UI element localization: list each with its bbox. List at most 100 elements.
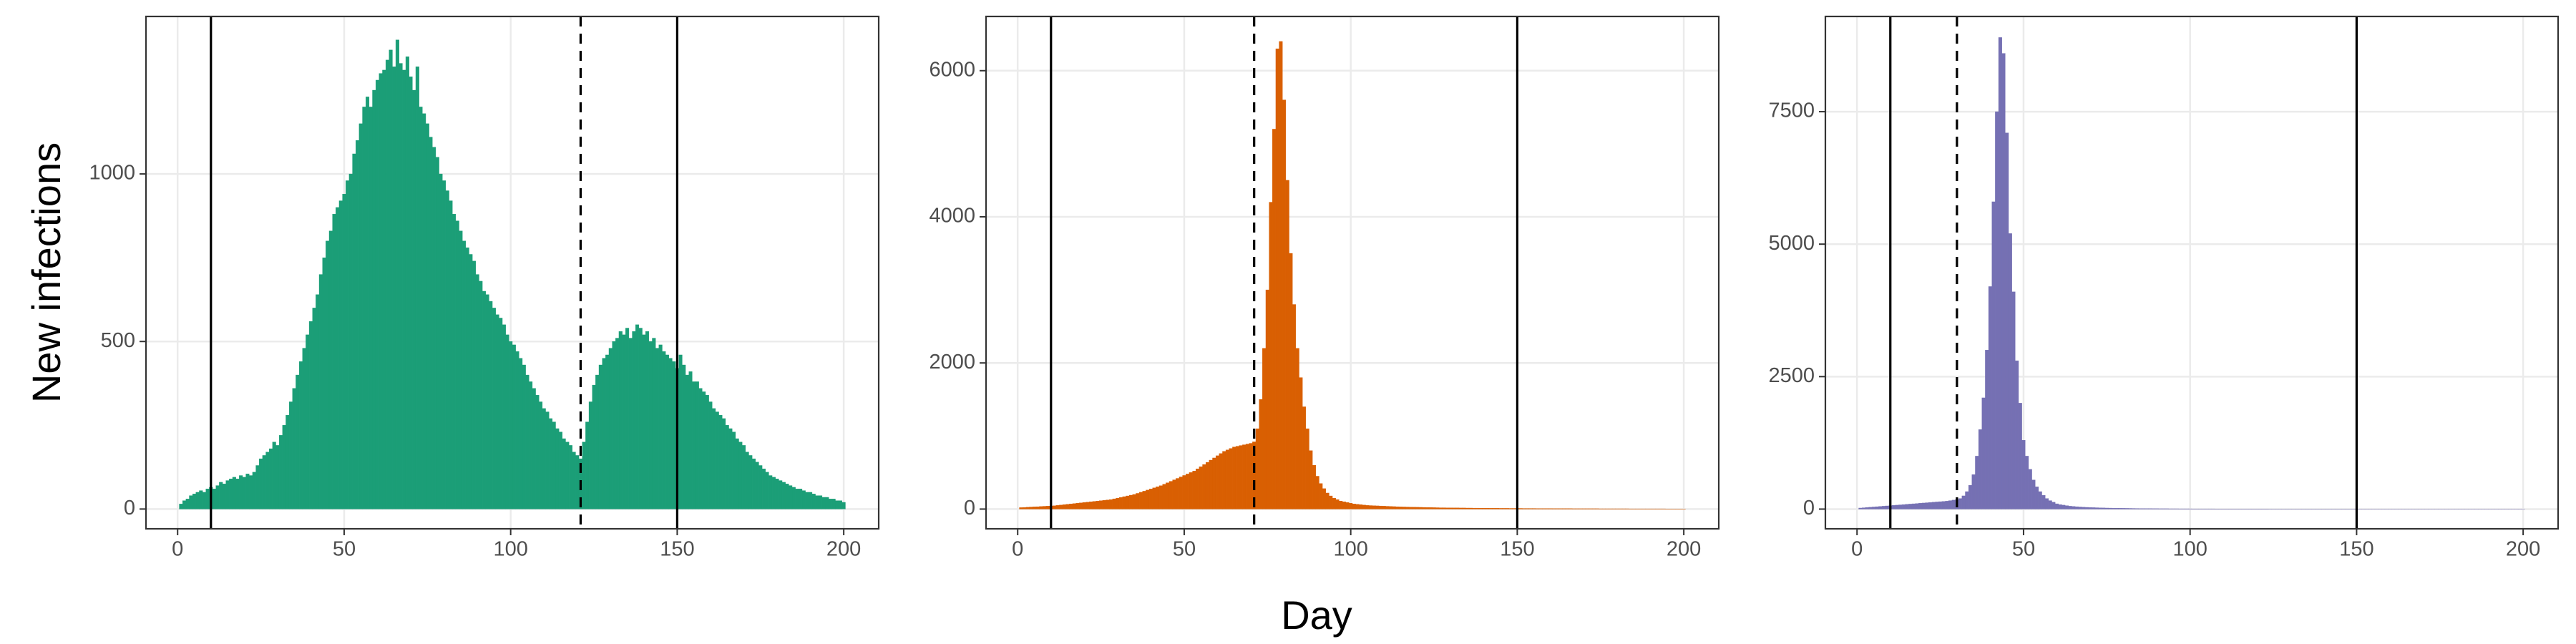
bar (705, 394, 709, 509)
bar (336, 207, 340, 509)
bar (419, 107, 423, 509)
bar (2018, 403, 2022, 509)
bar (2005, 132, 2009, 509)
bar (392, 67, 396, 509)
y-tick-label: 2500 (1768, 364, 1815, 387)
bar (1968, 484, 1973, 509)
bar (1432, 507, 1436, 509)
bar (452, 214, 457, 509)
bar (219, 482, 223, 509)
bar (348, 173, 353, 509)
bar (1189, 472, 1193, 509)
bar (235, 479, 240, 509)
y-tick-label: 7500 (1768, 99, 1815, 122)
bar (2092, 507, 2096, 509)
bar (718, 415, 723, 509)
bar (1055, 505, 1060, 509)
bar (2088, 507, 2092, 509)
bar (402, 69, 406, 509)
bar (1362, 504, 1366, 509)
bar (598, 364, 602, 509)
bar (225, 480, 230, 509)
bar (1878, 506, 1883, 509)
bar (272, 441, 276, 509)
bar (425, 123, 429, 509)
bar (462, 240, 467, 509)
bar (1285, 180, 1289, 509)
bar (1921, 502, 1926, 509)
bar (1179, 477, 1183, 509)
bar (532, 388, 536, 509)
bar (412, 89, 416, 509)
bar (415, 67, 419, 509)
bar (252, 472, 256, 509)
bar (442, 180, 447, 509)
bar (362, 107, 366, 509)
bar (1868, 507, 1873, 509)
bar (751, 458, 756, 509)
bar (375, 79, 380, 509)
bar (469, 254, 473, 509)
bar (1128, 494, 1133, 509)
bar (781, 482, 786, 509)
bar (1158, 485, 1163, 509)
bar (2124, 508, 2129, 509)
bar (708, 401, 713, 509)
bar (1126, 495, 1130, 509)
x-tick-label: 0 (1851, 538, 1863, 561)
bar (182, 500, 187, 509)
bar (1096, 500, 1100, 509)
bar (1349, 503, 1353, 509)
bar (1965, 491, 1969, 509)
bar (665, 354, 669, 509)
bar (552, 421, 556, 509)
bar (296, 374, 300, 509)
bar (1971, 474, 1976, 509)
bar (1102, 499, 1106, 509)
bar (1345, 502, 1350, 509)
bar (615, 338, 620, 509)
bar (489, 301, 493, 509)
bar (1148, 489, 1153, 509)
bar (2108, 507, 2112, 509)
bar (1169, 481, 1173, 509)
bar (582, 441, 586, 509)
bar (1895, 504, 1899, 509)
bar (1452, 507, 1456, 509)
bar (841, 502, 846, 509)
x-tick-label: 0 (1012, 538, 1023, 561)
bar (1988, 286, 1992, 509)
bar (821, 497, 826, 509)
bar (2054, 503, 2059, 509)
bar (485, 294, 489, 509)
bar (1861, 507, 1866, 509)
plot-background (986, 16, 1719, 529)
bar (249, 475, 253, 509)
y-tick-label: 500 (101, 329, 135, 352)
bar (1069, 504, 1073, 509)
bar (2028, 469, 2032, 509)
bar (1945, 501, 1949, 509)
bar (342, 193, 346, 509)
bar (738, 441, 743, 509)
bar (1282, 99, 1287, 509)
bar (1042, 506, 1046, 509)
bar (1272, 129, 1277, 509)
y-tick-label: 5000 (1768, 232, 1815, 255)
bar (1435, 507, 1440, 509)
bar (346, 180, 350, 509)
bar (282, 425, 286, 509)
bar (1885, 505, 1889, 509)
bar (632, 331, 636, 509)
bar (805, 492, 809, 509)
bar (1112, 498, 1116, 509)
bar (652, 338, 656, 509)
bar (308, 321, 313, 509)
bar (1222, 451, 1226, 509)
bar (682, 364, 686, 509)
bar (502, 324, 506, 509)
bar (459, 230, 463, 509)
bar (512, 344, 516, 509)
bar (1172, 479, 1176, 509)
bar (575, 455, 580, 509)
